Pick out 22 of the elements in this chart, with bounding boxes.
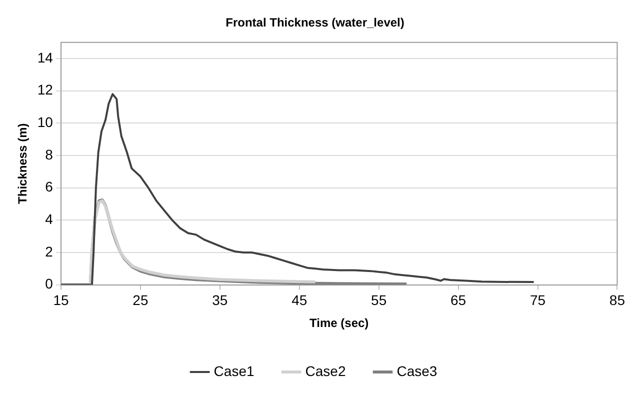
x-tick-label: 35: [212, 292, 228, 308]
x-tick-label: 45: [292, 292, 308, 308]
y-tick-label: 0: [45, 276, 54, 292]
y-tick-label: 2: [45, 243, 54, 260]
x-tick-label: 55: [371, 292, 387, 308]
y-tick-label: 6: [45, 178, 54, 195]
x-tick-label: 85: [609, 292, 626, 308]
legend-label: Case1: [214, 362, 254, 379]
chart-title: Frontal Thickness (water_level): [226, 16, 404, 30]
y-tick-label: 8: [45, 146, 54, 162]
x-tick-label: 15: [53, 292, 69, 308]
y-tick-label: 4: [45, 211, 54, 228]
x-axis-title: Time (sec): [310, 316, 369, 330]
legend-label: Case2: [305, 362, 346, 379]
y-tick-label: 12: [37, 82, 54, 98]
legend-label: Case3: [396, 362, 438, 379]
x-tick-label: 25: [132, 292, 148, 308]
x-tick-label: 75: [530, 292, 546, 308]
x-tick-label: 65: [450, 292, 466, 308]
y-tick-label: 10: [37, 114, 54, 130]
y-axis-title: Thickness (m): [16, 123, 30, 204]
y-tick-label: 14: [37, 49, 54, 66]
